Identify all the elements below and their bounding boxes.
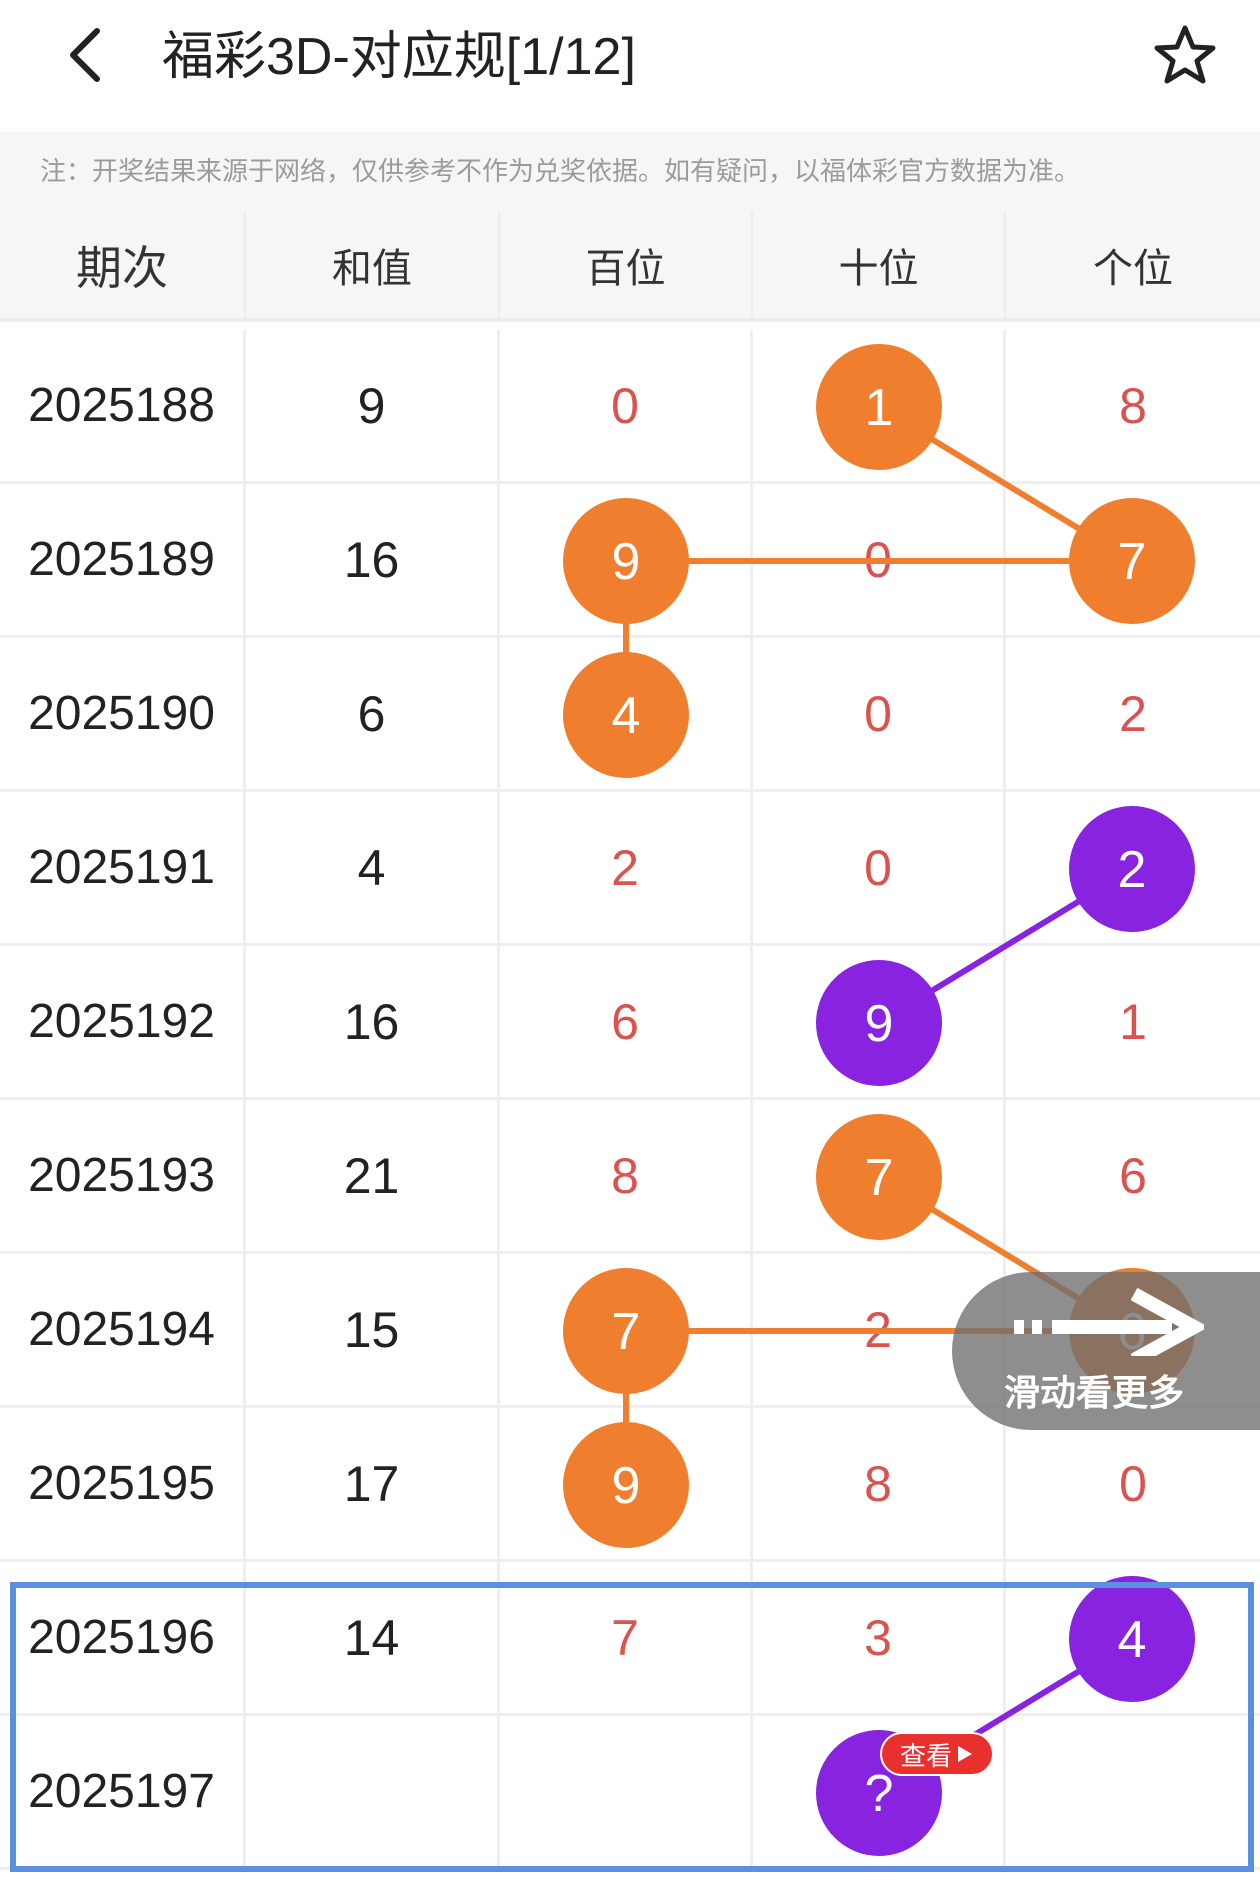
ball-tens-2025193: 7 — [816, 1114, 942, 1240]
table-header: 期次 和值 百位 十位 个位 — [0, 212, 1260, 322]
ones-cell: 6 — [1119, 1147, 1147, 1204]
svg-text:7: 7 — [1118, 533, 1147, 591]
issue-cell: 2025193 — [0, 1100, 246, 1251]
svg-text:9: 9 — [612, 533, 641, 591]
sum-cell: 15 — [246, 1254, 500, 1405]
play-triangle-icon — [958, 1746, 972, 1762]
ball-ones-2025191: 2 — [1069, 806, 1195, 932]
table-row[interactable]: 2025191 4 2 0 2 — [0, 792, 1260, 946]
ball-hundreds-2025194: 7 — [563, 1268, 689, 1394]
hundreds-cell: 7 — [500, 1562, 753, 1713]
sum-cell: 16 — [246, 484, 500, 635]
sum-cell: 6 — [246, 638, 500, 789]
column-header-ones: 个位 — [1093, 246, 1173, 292]
view-badge-label: 查看 — [899, 1741, 952, 1772]
ball-ones-2025189: 7 — [1069, 498, 1195, 624]
ones-cell: 1 — [1119, 993, 1147, 1050]
svg-text:1: 1 — [865, 379, 894, 437]
view-prediction-button[interactable]: 查看 — [880, 1732, 994, 1776]
ball-hundreds-2025190: 4 — [563, 652, 689, 778]
svg-text:7: 7 — [865, 1149, 894, 1207]
issue-cell: 2025196 — [0, 1562, 246, 1713]
sum-cell: 4 — [246, 792, 500, 943]
sum-cell: 17 — [246, 1408, 500, 1559]
tens-cell: 8 — [753, 1408, 1006, 1559]
ball-tens-2025188: 1 — [816, 344, 942, 470]
back-button[interactable] — [50, 20, 120, 90]
favorite-button[interactable] — [1150, 20, 1220, 90]
page-title: 福彩3D-对应规[1/12] — [162, 28, 636, 86]
ball-hundreds-2025195: 9 — [563, 1422, 689, 1548]
swipe-hint-label: 滑动看更多 — [1004, 1373, 1185, 1414]
chevron-left-icon — [70, 28, 100, 82]
issue-cell: 2025197 — [0, 1716, 246, 1867]
sum-cell: 21 — [246, 1100, 500, 1251]
issue-cell: 2025194 — [0, 1254, 246, 1405]
ones-cell: 0 — [1119, 1455, 1147, 1512]
app-header: 福彩3D-对应规[1/12] — [0, 0, 1260, 132]
ones-cell: 8 — [1119, 377, 1147, 434]
issue-cell: 2025190 — [0, 638, 246, 789]
svg-text:?: ? — [865, 1765, 894, 1823]
swipe-arrow-icon — [1014, 1287, 1204, 1356]
hundreds-cell: 0 — [500, 330, 753, 481]
issue-cell: 2025191 — [0, 792, 246, 943]
svg-text:4: 4 — [1118, 1611, 1147, 1669]
column-header-issue: 期次 — [0, 212, 246, 318]
column-header-tens: 十位 — [753, 212, 1006, 318]
svg-text:9: 9 — [865, 995, 894, 1053]
issue-cell: 2025189 — [0, 484, 246, 635]
hundreds-cell: 6 — [500, 946, 753, 1097]
hundreds-cell: 8 — [500, 1100, 753, 1251]
sum-cell: 16 — [246, 946, 500, 1097]
table-row[interactable]: 2025195 17 9 8 0 — [0, 1408, 1260, 1562]
svg-text:4: 4 — [612, 687, 641, 745]
sum-cell: 9 — [246, 330, 500, 481]
ones-cell: 2 — [1119, 685, 1147, 742]
disclaimer-notice: 注：开奖结果来源于网络，仅供参考不作为兑奖依据。如有疑问，以福体彩官方数据为准。 — [0, 132, 1260, 212]
sum-cell — [246, 1716, 500, 1867]
svg-text:9: 9 — [612, 1457, 641, 1515]
column-header-hundreds: 百位 — [500, 212, 753, 318]
column-header-sum: 和值 — [246, 212, 500, 318]
pattern-overlay: 1 9 7 4 7 7 6 9 2 9 4 ? — [563, 344, 1195, 1856]
tens-cell: 0 — [753, 792, 1006, 943]
issue-cell: 2025192 — [0, 946, 246, 1097]
svg-text:7: 7 — [612, 1303, 641, 1361]
tens-cell: 0 — [753, 638, 1006, 789]
swipe-hint[interactable]: 滑动看更多 — [952, 1272, 1260, 1430]
ball-hundreds-2025189: 9 — [563, 498, 689, 624]
issue-cell: 2025188 — [0, 330, 246, 481]
svg-text:2: 2 — [1118, 841, 1147, 899]
hundreds-cell: 2 — [500, 792, 753, 943]
ball-ones-2025196: 4 — [1069, 1576, 1195, 1702]
issue-cell: 2025195 — [0, 1408, 246, 1559]
tens-cell: 3 — [753, 1562, 1006, 1713]
hundreds-cell — [500, 1716, 753, 1867]
table-row[interactable]: 2025192 16 6 9 1 — [0, 946, 1260, 1100]
star-outline-icon — [1154, 25, 1216, 84]
ball-tens-2025192: 9 — [816, 960, 942, 1086]
sum-cell: 14 — [246, 1562, 500, 1713]
